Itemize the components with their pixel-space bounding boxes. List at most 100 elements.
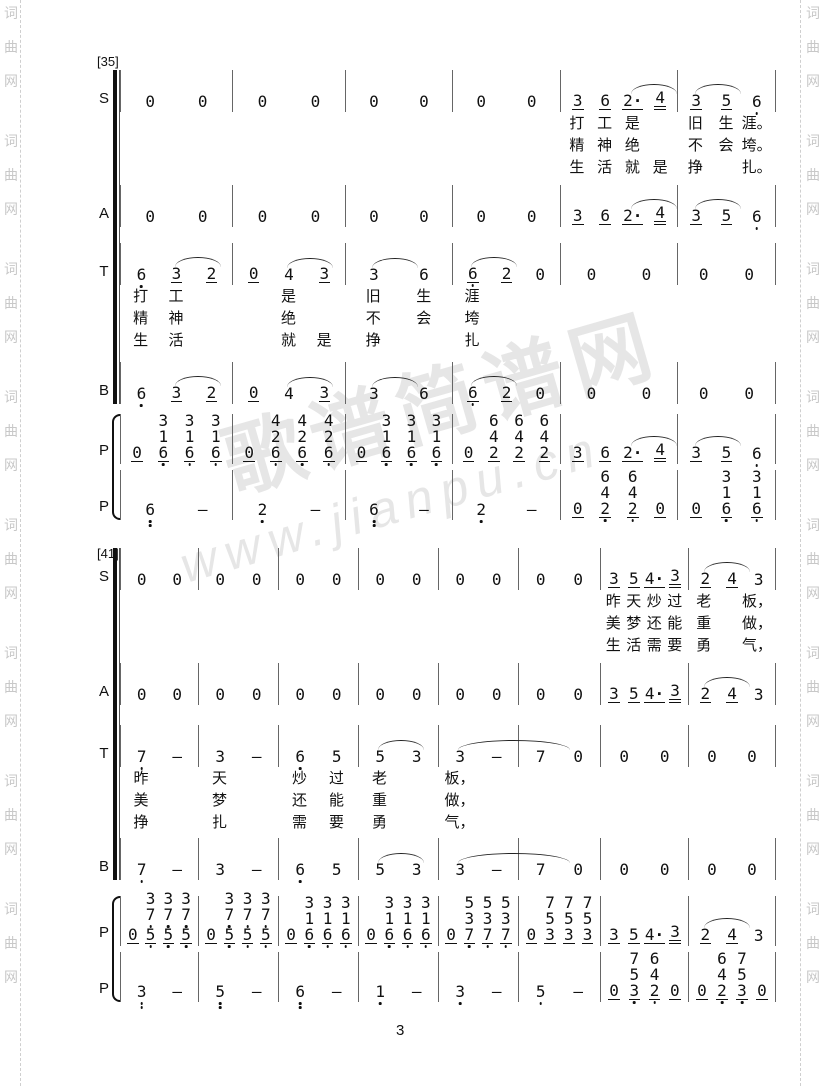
lyric-syllable: 是 — [281, 288, 297, 305]
note-digit: 3 — [482, 909, 493, 928]
low-octave-dots — [264, 943, 268, 948]
note: 5 — [711, 93, 741, 110]
lyric-measure: 重 — [358, 791, 438, 811]
lyric-line: 昨天炒过老 板， — [120, 592, 775, 612]
note: — — [289, 502, 342, 518]
measure: 3 6 2· 4 — [561, 70, 678, 112]
note: 5 — [362, 853, 424, 878]
note-digit: 7 — [260, 907, 272, 928]
note-digit: 1 — [381, 427, 392, 446]
note-digit: 3 — [571, 443, 584, 462]
lyric-measure — [677, 309, 775, 329]
note-digit: 0 — [411, 685, 422, 704]
note-digit: 0 — [251, 570, 262, 589]
lyric-measure: 做， — [438, 791, 518, 811]
measure: 3 5 4· 3 — [601, 548, 689, 590]
side-watermark-char: 词 — [806, 517, 820, 533]
note-digit: 0 — [145, 92, 156, 111]
side-watermark-char: 词 — [4, 901, 18, 917]
lyric-syllable: 神 — [597, 137, 613, 154]
note-digit: 0 — [619, 747, 630, 766]
left-watermark-column: 词曲网词曲网词曲网词曲网词曲网词曲网词曲网词曲网 — [2, 6, 20, 1030]
note: 2 — [490, 385, 524, 402]
note-digit: 4 — [600, 483, 611, 502]
note: — — [479, 984, 516, 1000]
low-octave-dots — [458, 1000, 462, 1005]
lyric-measure: 绝 — [232, 309, 345, 329]
note-digit: 3 — [411, 747, 422, 766]
note-digit: 6 — [489, 411, 499, 430]
low-octave-dots — [344, 943, 348, 948]
low-octave-dots — [471, 401, 475, 406]
note-digit: 4 — [649, 965, 660, 984]
note: 6 — [742, 209, 772, 230]
low-octave-dots — [468, 943, 471, 948]
low-octave-dots — [653, 999, 656, 1004]
lyric-syllable: 生 — [718, 115, 734, 132]
note: 0 — [236, 266, 271, 283]
note-digit: 6 — [294, 984, 306, 1009]
note-digit: 3 — [608, 684, 620, 703]
lyric-measure: 涯 — [452, 287, 560, 307]
note: 0 — [236, 385, 271, 402]
measure: 7— — [121, 838, 199, 883]
lyric-syllable: 板， — [444, 770, 475, 787]
lyric-measure: 勇 — [358, 813, 438, 833]
lyric-measure: 挣 — [120, 813, 198, 833]
lyric-measure: 打工是 — [560, 114, 677, 134]
note: — — [399, 984, 436, 1000]
note: 5 — [711, 445, 741, 462]
note: 2 — [692, 918, 750, 944]
note-digit: 0 — [369, 207, 379, 226]
lyric-measure — [677, 331, 775, 351]
part-label-T: T — [99, 745, 109, 762]
system-brace — [113, 70, 117, 404]
low-octave-dots — [228, 923, 231, 928]
note-digit: 3 — [170, 383, 183, 402]
note: 0 — [604, 749, 645, 765]
lyric-measure: 板， — [438, 769, 518, 789]
lyric-syllable: 老 — [371, 770, 387, 787]
measure: 6 3 2 — [121, 243, 233, 288]
lyric-measure — [120, 136, 232, 156]
note-digit: 3 — [181, 889, 191, 908]
low-octave-dots — [140, 1000, 144, 1009]
system-brace — [113, 548, 117, 880]
note: 3 — [681, 199, 742, 225]
note-digit: 3 — [690, 91, 702, 110]
low-octave-dots — [167, 943, 170, 948]
note-digit: 2 — [297, 427, 308, 446]
lyric-syllable: 要 — [667, 637, 683, 654]
note-digit: 6 — [340, 927, 352, 948]
note-digit: 3 — [752, 467, 762, 486]
note-digit: 0 — [619, 860, 630, 879]
note-digit: 6 — [751, 446, 763, 467]
staff-row-S: 0 0 0 0 0 0 0 0 0 0 0 0 3 5 4· 3 2 4 3 — [120, 548, 776, 590]
lyric-syllable: 是 — [624, 115, 640, 132]
note-digit: 1 — [721, 483, 732, 502]
note-digit: 0 — [654, 499, 667, 518]
lyric-measure — [518, 636, 600, 656]
note-digit: 0 — [455, 685, 466, 704]
note-digit: 7 — [242, 907, 254, 928]
note-digit: 0 — [369, 92, 379, 111]
note-digit: 5 — [737, 965, 747, 984]
note-digit: 4 — [654, 442, 667, 462]
note: 4 — [647, 442, 675, 462]
note-digit: 0 — [285, 925, 297, 944]
note-digit: 0 — [411, 570, 422, 589]
note: — — [319, 984, 356, 1000]
side-watermark-char: 曲 — [4, 167, 18, 183]
note-digit: 3 — [571, 206, 584, 225]
note-digit: 4 — [297, 411, 308, 430]
lyric-syllable: 需 — [646, 637, 662, 654]
note-digit: 5 — [331, 747, 342, 766]
